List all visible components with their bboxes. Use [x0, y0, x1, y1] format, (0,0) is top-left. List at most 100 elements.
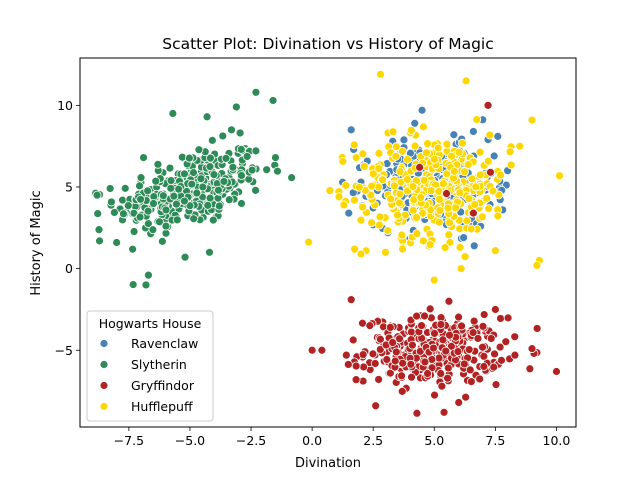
hufflepuff-point — [443, 203, 453, 213]
hufflepuff-point — [472, 115, 482, 124]
hufflepuff-point — [350, 195, 359, 205]
gryffindor-point — [510, 350, 520, 360]
hufflepuff-point — [485, 130, 495, 140]
gryffindor-point — [495, 342, 505, 352]
slytherin-point — [235, 128, 245, 138]
slytherin-point — [143, 206, 153, 216]
slytherin-point — [194, 145, 204, 155]
hufflepuff-point — [425, 240, 435, 250]
gryffindor-point — [430, 329, 439, 338]
hufflepuff-point — [493, 211, 503, 221]
slytherin-point — [247, 165, 257, 175]
gryffindor-point — [479, 362, 489, 371]
slytherin-point — [120, 183, 130, 193]
slytherin-point — [205, 193, 215, 203]
gryffindor-point — [375, 345, 385, 354]
slytherin-point — [236, 145, 246, 154]
gryffindor-point — [436, 369, 446, 378]
slytherin-point — [129, 227, 139, 236]
hufflepuff-point — [457, 138, 467, 148]
gryffindor-point — [343, 360, 353, 369]
slytherin-point — [180, 169, 189, 179]
slytherin-point — [221, 153, 231, 163]
slytherin-point — [187, 179, 197, 189]
slytherin-point — [93, 209, 103, 218]
slytherin-point — [119, 209, 128, 219]
x-tick-label: −5.0 — [175, 433, 205, 448]
gryffindor-point — [468, 328, 478, 338]
gryffindor-point — [430, 390, 439, 400]
gryffindor-point — [466, 377, 476, 387]
gryffindor-point — [371, 401, 381, 411]
hufflepuff-point — [433, 143, 443, 153]
slytherin-point — [153, 159, 163, 169]
slytherin-point — [271, 153, 280, 163]
slytherin-point — [189, 168, 198, 178]
slytherin-point — [143, 186, 153, 196]
hufflepuff-point — [455, 188, 465, 198]
hufflepuff-point — [496, 170, 505, 180]
hufflepuff-point — [419, 236, 428, 246]
slytherin-legend-marker — [99, 360, 109, 369]
hufflepuff-point — [532, 260, 542, 270]
slytherin-point — [135, 181, 144, 191]
gryffindor-point — [358, 376, 368, 386]
gryffindor-point — [341, 350, 351, 360]
hufflepuff-point — [442, 139, 452, 149]
slytherin-point — [166, 183, 176, 193]
gryffindor-point — [368, 349, 378, 359]
x-tick-label: 7.5 — [485, 433, 505, 448]
hufflepuff-point — [444, 230, 454, 240]
slytherin-point — [172, 215, 182, 225]
gryffindor-point — [358, 350, 368, 359]
hufflepuff-point — [435, 194, 444, 204]
hufflepuff-point — [483, 156, 493, 166]
slytherin-point — [169, 191, 179, 201]
hufflepuff-point — [354, 182, 364, 192]
slytherin-point — [92, 190, 102, 200]
gryffindor-point — [317, 345, 327, 355]
slytherin-point — [141, 280, 151, 290]
slytherin-point — [202, 112, 212, 122]
gryffindor-point — [358, 318, 367, 328]
hufflepuff-point — [366, 190, 376, 200]
hufflepuff-point — [403, 155, 412, 164]
hufflepuff-point — [386, 194, 396, 204]
slytherin-point — [123, 201, 133, 211]
hufflepuff-point — [423, 139, 432, 149]
hufflepuff-point — [463, 160, 473, 169]
ravenclaw-point — [493, 131, 503, 141]
gryffindor-point — [415, 346, 425, 356]
hufflepuff-point — [467, 174, 477, 184]
hufflepuff-point — [419, 175, 429, 185]
hufflepuff-point — [391, 151, 401, 161]
gryffindor-point — [439, 407, 449, 417]
gryffindor-point — [407, 340, 417, 350]
slytherin-point — [208, 215, 218, 225]
slytherin-point — [158, 191, 168, 201]
hufflepuff-point — [455, 242, 465, 252]
ravenclaw-point — [410, 118, 420, 128]
hufflepuff-point — [367, 181, 377, 191]
hufflepuff-point — [464, 194, 474, 203]
slytherin-point — [139, 153, 148, 163]
hufflepuff-point — [449, 166, 459, 176]
gryffindor-legend-marker — [99, 381, 109, 390]
slytherin-point — [155, 217, 164, 227]
hufflepuff-point — [418, 208, 428, 218]
gryffindor-point — [525, 364, 535, 374]
hufflepuff-point — [374, 220, 384, 230]
hufflepuff-point — [456, 264, 466, 274]
hufflepuff-point — [374, 164, 384, 174]
slytherin-point — [151, 176, 161, 186]
ravenclaw-point — [399, 135, 409, 145]
gryffindor-point — [359, 362, 369, 372]
gryffindor-point — [457, 321, 466, 331]
hufflepuff-point — [359, 161, 369, 171]
hufflepuff-point — [398, 244, 407, 254]
hufflepuff-point — [434, 217, 444, 227]
hufflepuff-point — [358, 149, 368, 159]
slytherin-point — [110, 208, 119, 217]
slytherin-point — [209, 170, 219, 180]
